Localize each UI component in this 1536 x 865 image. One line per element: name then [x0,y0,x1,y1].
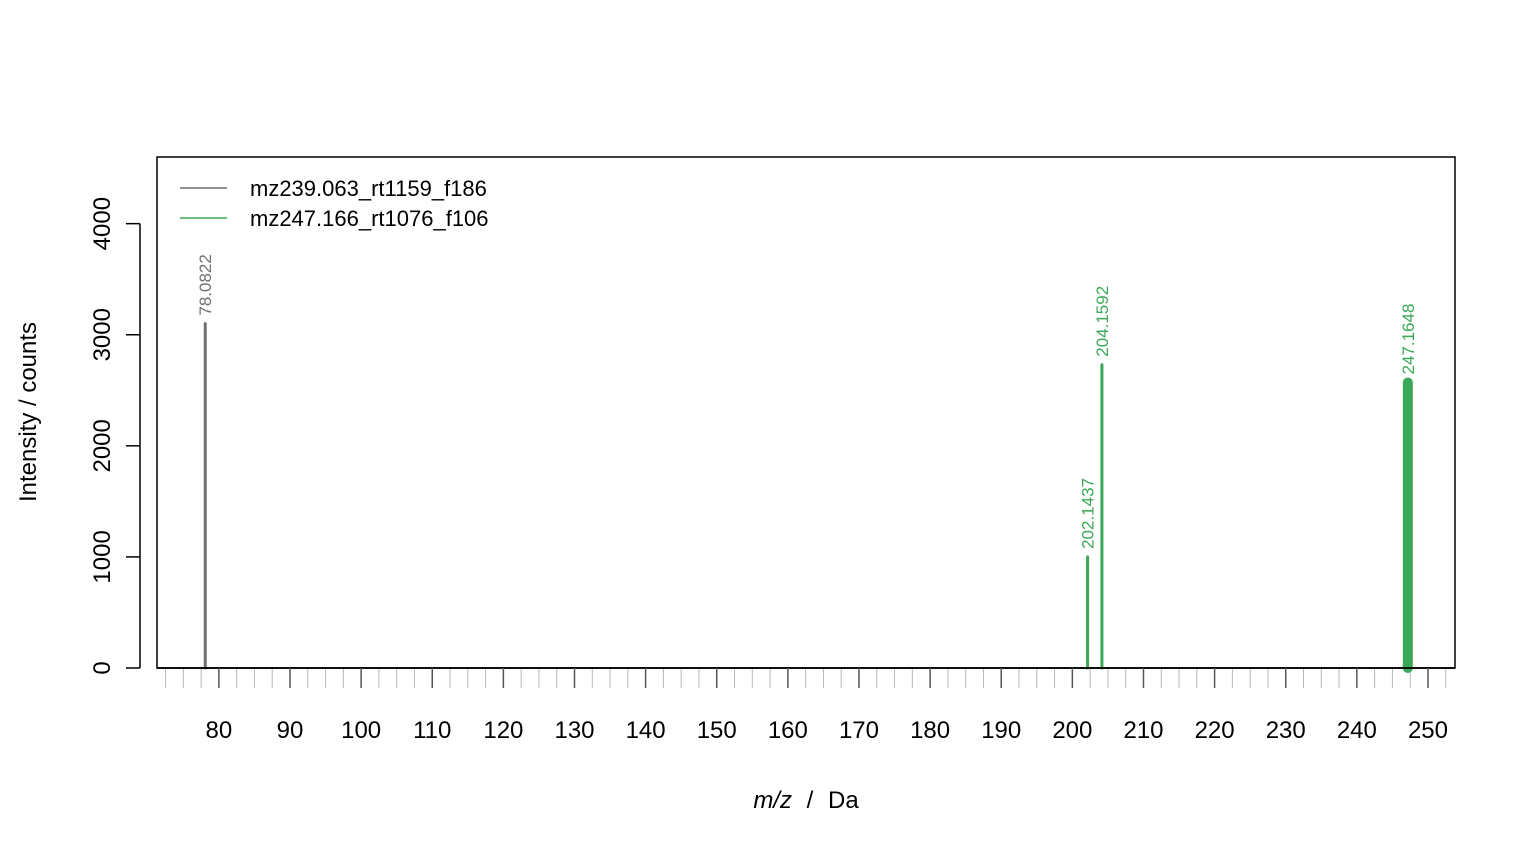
x-tick-label: 110 [413,717,451,744]
x-tick-label: 120 [483,717,523,744]
x-tick-label: 190 [981,717,1021,744]
y-tick-label: 3000 [89,308,116,361]
x-tick-label: 200 [1052,717,1092,744]
y-tick-label: 1000 [89,530,116,583]
peak-label: 247.1648 [1399,304,1418,375]
y-axis: 0 1000 2000 3000 4000 [89,197,141,675]
x-tick-label: 80 [206,717,233,744]
x-tick-label: 240 [1337,717,1377,744]
x-axis: 80 90 100 110 120 130 140 150 160 170 180 190 200 210… [157,667,1455,744]
peak-labels: 78.0822 202.1437 204.1592 247.1648 [196,254,1418,549]
y-tick-label: 0 [89,661,116,674]
x-axis-label-symbol: m/z [753,787,792,814]
x-tick-label: 90 [277,717,304,744]
y-axis-label: Intensity / counts [15,322,42,502]
minor-tick-marks [165,668,1447,688]
y-tick-label: 4000 [89,197,116,250]
y-tick-label: 2000 [89,419,116,472]
x-tick-label: 250 [1408,717,1448,744]
x-axis-label-unit: Da [828,787,859,814]
legend-entry-series-2: mz247.166_rt1076_f106 [250,206,489,231]
x-tick-label: 220 [1195,717,1235,744]
x-tick-label: 130 [554,717,594,744]
x-tick-label: 140 [626,717,666,744]
x-tick-label: 150 [697,717,737,744]
legend-entry-series-1: mz239.063_rt1159_f186 [250,176,487,201]
x-tick-label: 230 [1266,717,1306,744]
x-tick-label: 170 [839,717,879,744]
peak-lines [203,322,1413,673]
x-tick-label: 180 [910,717,950,744]
x-axis-label-separator: / [807,787,814,814]
peak-label: 204.1592 [1093,286,1112,357]
x-tick-label: 100 [341,717,381,744]
peak-label: 78.0822 [196,254,215,315]
x-axis-label: m/z / Da [753,787,859,814]
peak-label: 202.1437 [1079,478,1098,549]
x-tick-label: 160 [768,717,808,744]
x-tick-label: 210 [1123,717,1163,744]
legend: mz239.063_rt1159_f186 mz247.166_rt1076_f… [180,176,489,231]
